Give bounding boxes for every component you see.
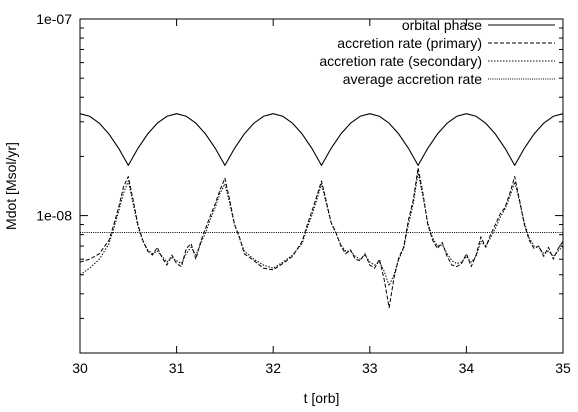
x-tick-label: 30	[72, 360, 88, 376]
y-tick-label: 1e-07	[36, 11, 72, 27]
y-axis-label: Mdot [Msol/yr]	[3, 142, 19, 230]
y-tick-label: 1e-08	[36, 208, 72, 224]
series-layer	[79, 113, 564, 309]
x-tick-label: 33	[362, 360, 378, 376]
x-tick-label: 34	[459, 360, 475, 376]
legend-label: average accretion rate	[343, 71, 483, 87]
legend-label: accretion rate (primary)	[337, 35, 482, 51]
x-tick-label: 32	[265, 360, 281, 376]
x-tick-label: 31	[169, 360, 185, 376]
series-line-2	[79, 167, 564, 309]
ticks-layer: 30 31 32 33 34 35 1e-08 1e-07	[36, 11, 571, 376]
series-line-3	[79, 172, 564, 287]
legend: orbital phase accretion rate (primary) acc…	[319, 17, 555, 87]
plot-frame	[79, 18, 564, 354]
x-axis-label: t [orb]	[304, 390, 340, 406]
legend-label: accretion rate (secondary)	[319, 53, 482, 69]
x-tick-label: 35	[555, 360, 571, 376]
series-line-1	[79, 113, 564, 166]
legend-label: orbital phase	[402, 17, 482, 33]
